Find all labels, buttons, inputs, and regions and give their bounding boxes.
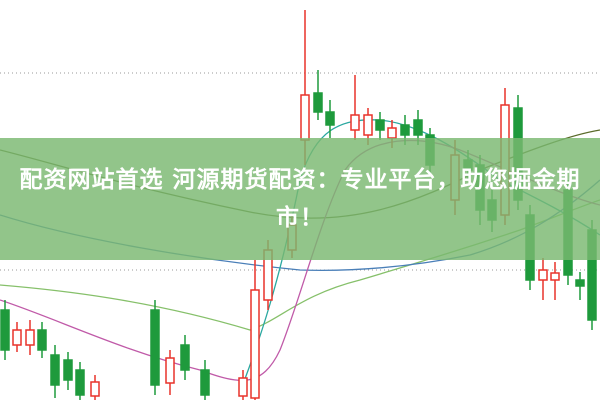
banner-title: 配资网站首选 河源期货配资：专业平台，助您掘金期市！	[19, 167, 581, 231]
banner: 配资网站首选 河源期货配资：专业平台，助您掘金期市！	[0, 138, 600, 260]
